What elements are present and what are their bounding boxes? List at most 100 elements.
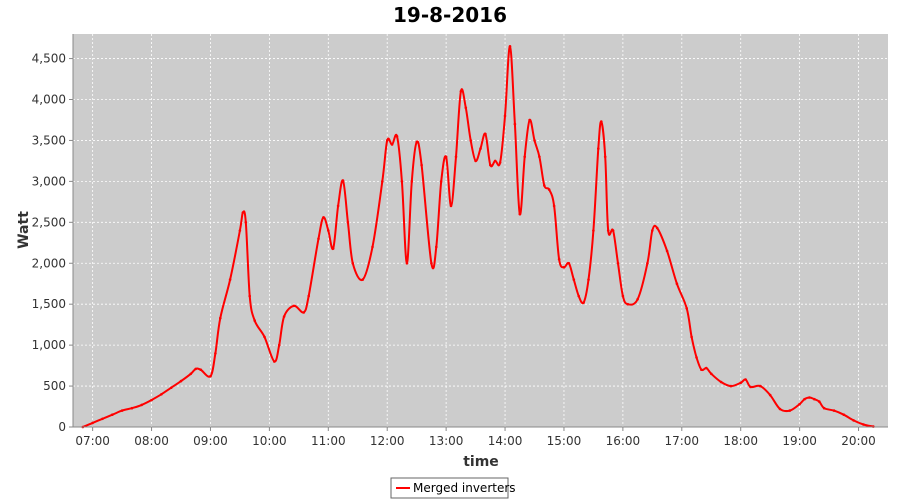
data-point — [194, 367, 197, 371]
x-tick-label: 11:00 — [311, 434, 346, 448]
chart-title: 19-8-2016 — [393, 3, 507, 27]
data-point — [331, 247, 335, 250]
data-point — [277, 343, 281, 347]
data-point — [778, 407, 782, 411]
data-point — [651, 229, 654, 232]
y-tick-label: 2,500 — [32, 215, 66, 229]
data-point — [292, 304, 296, 308]
data-point — [533, 139, 536, 142]
data-point — [690, 335, 693, 339]
x-tick-label: 18:00 — [723, 434, 758, 448]
data-point — [606, 229, 610, 232]
data-point — [469, 139, 473, 142]
data-point — [484, 132, 487, 136]
data-point — [385, 139, 389, 142]
data-point — [852, 419, 855, 422]
legend-box — [390, 477, 509, 499]
data-point — [228, 278, 232, 281]
y-tick-label: 4,500 — [32, 52, 66, 66]
data-point — [719, 380, 723, 384]
data-point — [420, 163, 423, 167]
data-point — [415, 140, 419, 144]
data-point — [655, 226, 659, 230]
data-point — [808, 396, 811, 399]
data-point — [626, 302, 630, 306]
legend-label: Merged inverters — [413, 481, 516, 495]
data-point — [768, 393, 772, 397]
data-point — [493, 159, 497, 163]
data-point — [685, 307, 688, 310]
data-point — [336, 204, 340, 208]
data-point — [430, 262, 433, 265]
data-point — [464, 106, 468, 109]
data-point — [160, 393, 163, 396]
y-tick-label: 0 — [58, 420, 66, 434]
data-point — [341, 179, 345, 182]
data-point — [400, 180, 404, 183]
data-point — [244, 221, 248, 224]
data-point — [214, 352, 217, 355]
x-tick-label: 12:00 — [370, 434, 405, 448]
data-point — [567, 262, 571, 265]
data-point — [253, 319, 256, 322]
x-tick-label: 16:00 — [606, 434, 641, 448]
data-point — [101, 417, 104, 421]
data-point — [498, 161, 502, 164]
data-point — [705, 366, 708, 370]
data-point — [111, 413, 114, 417]
data-point — [832, 409, 836, 412]
data-point — [209, 374, 212, 378]
data-point — [273, 360, 276, 363]
data-point — [238, 229, 242, 232]
data-point — [91, 421, 94, 425]
data-point — [518, 212, 522, 216]
data-point — [611, 229, 615, 232]
data-point — [219, 316, 222, 320]
data-point — [587, 278, 590, 281]
data-point — [307, 294, 311, 298]
data-point — [528, 118, 531, 122]
y-tick-label: 500 — [43, 379, 66, 393]
data-point — [616, 262, 620, 265]
data-point — [361, 278, 365, 281]
data-point — [552, 204, 556, 208]
data-point — [759, 384, 762, 388]
data-point — [449, 204, 453, 208]
data-point — [444, 155, 448, 159]
data-point — [739, 381, 742, 385]
data-point — [513, 122, 517, 126]
data-point — [474, 159, 477, 163]
data-point — [459, 90, 463, 93]
data-point — [454, 155, 458, 159]
data-point — [665, 249, 669, 253]
y-tick-label: 2,000 — [32, 256, 66, 270]
data-point — [729, 384, 733, 388]
data-point — [282, 315, 286, 318]
x-tick-label: 13:00 — [429, 434, 464, 448]
data-point — [371, 245, 374, 249]
data-point — [169, 386, 173, 390]
data-point — [822, 406, 826, 410]
data-point — [818, 400, 821, 403]
data-point — [700, 368, 703, 372]
data-point — [543, 184, 546, 187]
data-point — [405, 262, 409, 265]
data-point — [621, 294, 625, 298]
data-point — [788, 409, 792, 412]
data-point — [351, 262, 355, 265]
y-tick-label: 1,000 — [32, 338, 66, 352]
x-tick-label: 10:00 — [252, 434, 287, 448]
data-point — [600, 120, 603, 123]
x-tick-label: 20:00 — [841, 434, 876, 448]
data-point — [327, 229, 330, 232]
data-point — [744, 378, 747, 381]
data-point — [557, 257, 561, 261]
y-axis-ticks: 0 500 1,000 1,500 2,000 2,500 3,000 3,500 4,000 4… — [32, 52, 73, 434]
data-point — [547, 188, 551, 191]
data-point — [508, 45, 512, 48]
data-point — [572, 278, 576, 281]
y-tick-label: 4,000 — [32, 93, 66, 107]
plot-area — [73, 34, 888, 427]
data-point — [577, 294, 580, 298]
data-point — [410, 180, 414, 183]
